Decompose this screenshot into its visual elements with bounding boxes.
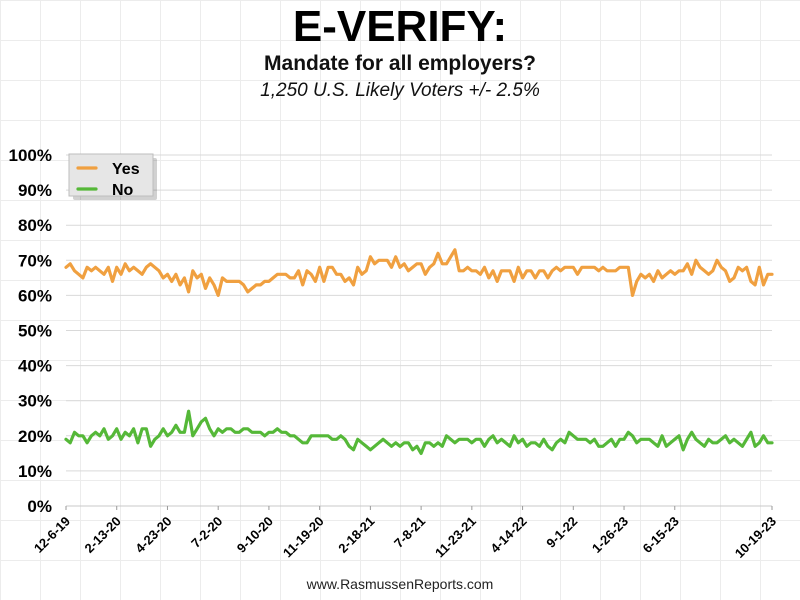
chart-subtitle: Mandate for all employers? bbox=[264, 52, 536, 75]
legend-label-no: No bbox=[112, 182, 134, 199]
x-tick-label: 9-10-20 bbox=[234, 514, 276, 556]
x-tick-label: 4-23-20 bbox=[132, 514, 174, 556]
series-line-no bbox=[64, 409, 774, 455]
chart-title: E-VERIFY: bbox=[292, 2, 508, 51]
x-axis: 12-6-19 2-13-20 4-23-20 7-2-20 9-10-20 11-19-… bbox=[31, 506, 779, 561]
y-tick-label: 90% bbox=[18, 181, 52, 200]
x-tick-label: 7-2-20 bbox=[188, 514, 225, 551]
x-tick-label: 9-1-22 bbox=[543, 514, 580, 551]
sample-note: 1,250 U.S. Likely Voters +/- 2.5% bbox=[260, 80, 540, 101]
x-tick-label: 7-8-21 bbox=[391, 514, 428, 551]
x-tick-label: 1-26-23 bbox=[589, 514, 631, 556]
y-tick-label: 60% bbox=[18, 286, 52, 305]
x-tick-label: 2-18-21 bbox=[335, 514, 377, 556]
y-tick-label: 50% bbox=[18, 322, 52, 341]
y-tick-label: 20% bbox=[18, 427, 52, 446]
y-tick-label: 40% bbox=[18, 357, 52, 376]
x-tick-label: 6-15-23 bbox=[640, 514, 682, 556]
y-tick-label: 30% bbox=[18, 392, 52, 411]
x-tick-label: 10-19-23 bbox=[732, 514, 779, 561]
y-tick-label: 10% bbox=[18, 462, 52, 481]
x-tick-label: 4-14-22 bbox=[487, 514, 529, 556]
y-tick-label: 70% bbox=[18, 251, 52, 270]
series-lines bbox=[64, 248, 774, 455]
legend-label-yes: Yes bbox=[112, 161, 140, 178]
chart-grid bbox=[66, 154, 772, 507]
series-line-yes bbox=[64, 248, 774, 297]
y-tick-label: 100% bbox=[9, 146, 52, 165]
x-tick-label: 12-6-19 bbox=[31, 514, 73, 556]
x-tick-label: 2-13-20 bbox=[82, 514, 124, 556]
y-tick-label: 80% bbox=[18, 216, 52, 235]
x-tick-label: 11-19-20 bbox=[280, 514, 327, 561]
x-tick-label: 11-23-21 bbox=[432, 514, 479, 561]
y-axis: 0% 10% 20% 30% 40% 50% 60% 70% 80% 90% 100% bbox=[9, 146, 52, 516]
source-footer[interactable]: www.RasmussenReports.com bbox=[306, 576, 494, 592]
y-tick-label: 0% bbox=[27, 497, 52, 516]
legend: Yes No bbox=[68, 153, 157, 200]
